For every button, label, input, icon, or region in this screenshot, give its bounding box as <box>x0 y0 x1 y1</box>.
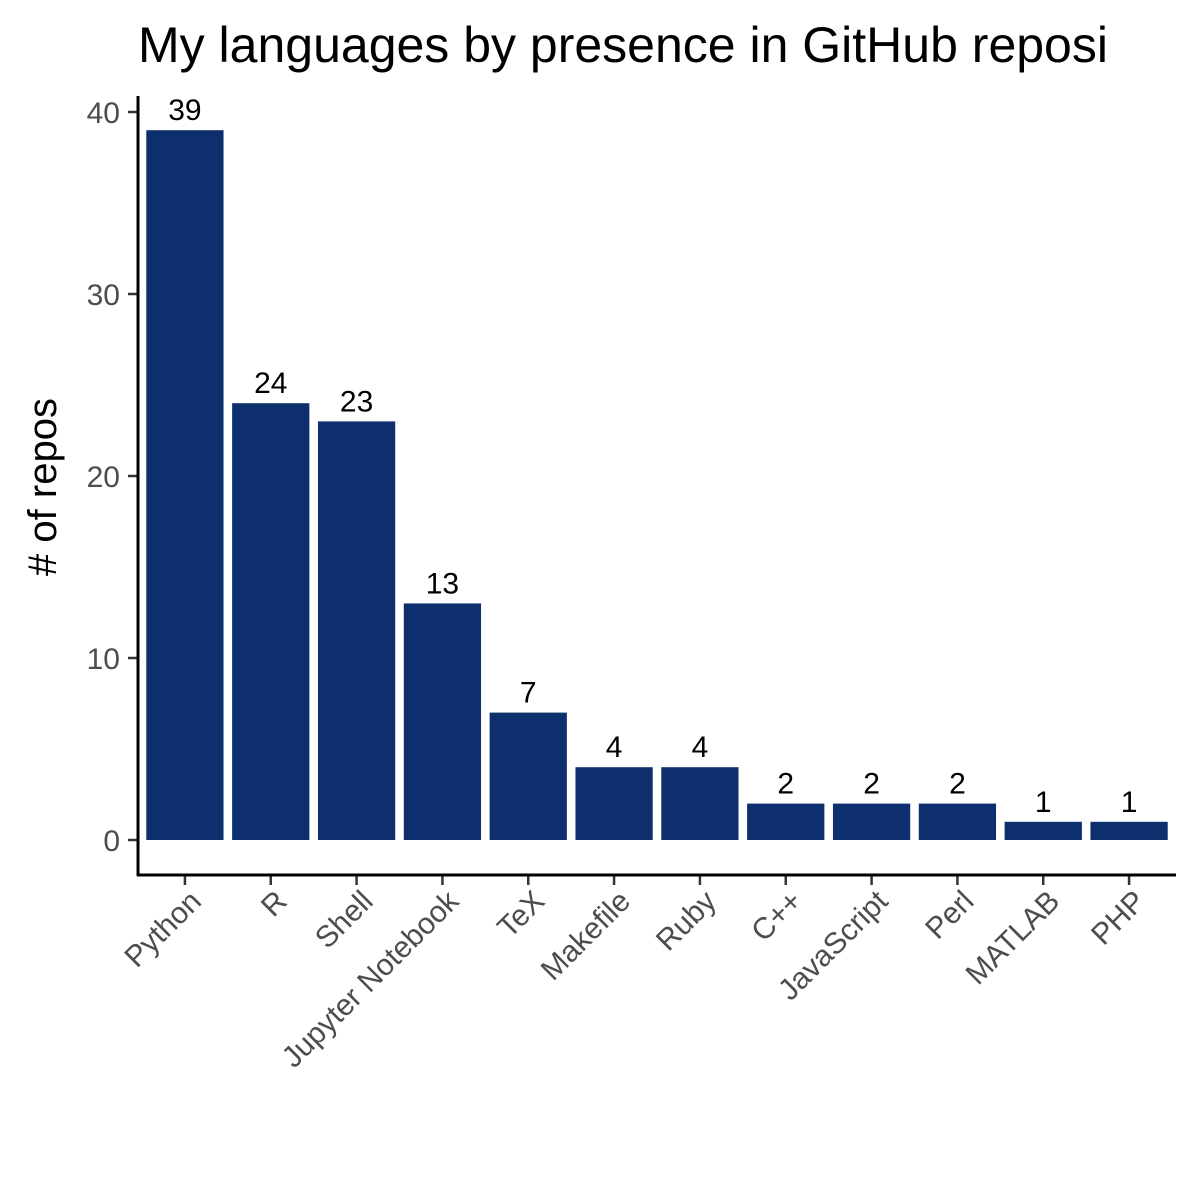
bar-makefile <box>575 767 653 840</box>
data-label: 13 <box>426 567 459 600</box>
bar-jupyter-notebook <box>403 603 482 840</box>
bar-python <box>146 130 224 840</box>
x-tick-label: Perl <box>919 885 980 946</box>
data-label: 2 <box>777 768 794 801</box>
y-axis-title: # of repos <box>21 398 65 576</box>
bar-ruby <box>661 767 739 840</box>
y-tick-label: 30 <box>87 279 120 312</box>
bar-perl <box>918 803 997 840</box>
bar-c- <box>747 803 825 840</box>
x-tick-label: C++ <box>745 885 808 948</box>
data-label: 2 <box>863 768 880 801</box>
data-label: 23 <box>340 385 373 418</box>
data-label: 4 <box>606 731 623 764</box>
x-tick-label: MATLAB <box>960 885 1067 992</box>
data-label: 1 <box>1035 786 1052 819</box>
data-label: 7 <box>520 677 537 710</box>
y-tick-label: 0 <box>103 825 120 858</box>
bar-tex <box>489 712 567 840</box>
chart-title: My languages by presence in GitHub repos… <box>138 17 1108 73</box>
x-tick-label: R <box>255 885 294 924</box>
y-tick-label: 20 <box>87 461 120 494</box>
bar-javascript <box>832 803 911 840</box>
y-tick-label: 40 <box>87 97 120 130</box>
x-tick-label: PHP <box>1085 885 1152 952</box>
bars-layer <box>146 130 1168 840</box>
bar-shell <box>317 421 396 840</box>
x-tick-label: Python <box>118 885 207 974</box>
x-tick-label: Makefile <box>535 885 637 987</box>
value-labels-layer: 39 24 23 13 7 4 4 2 2 2 1 1 <box>168 94 1137 819</box>
data-label: 24 <box>254 367 287 400</box>
data-label: 39 <box>168 94 201 127</box>
data-label: 4 <box>692 731 709 764</box>
y-tick-label: 10 <box>87 643 120 676</box>
bar-php <box>1090 821 1168 840</box>
data-label: 1 <box>1121 786 1138 819</box>
data-label: 2 <box>949 768 966 801</box>
bar-matlab <box>1004 821 1082 840</box>
x-tick-label: TeX <box>491 885 551 945</box>
bar-r <box>232 403 310 840</box>
x-tick-label: Ruby <box>650 885 723 958</box>
x-tick-label: Shell <box>309 885 380 956</box>
